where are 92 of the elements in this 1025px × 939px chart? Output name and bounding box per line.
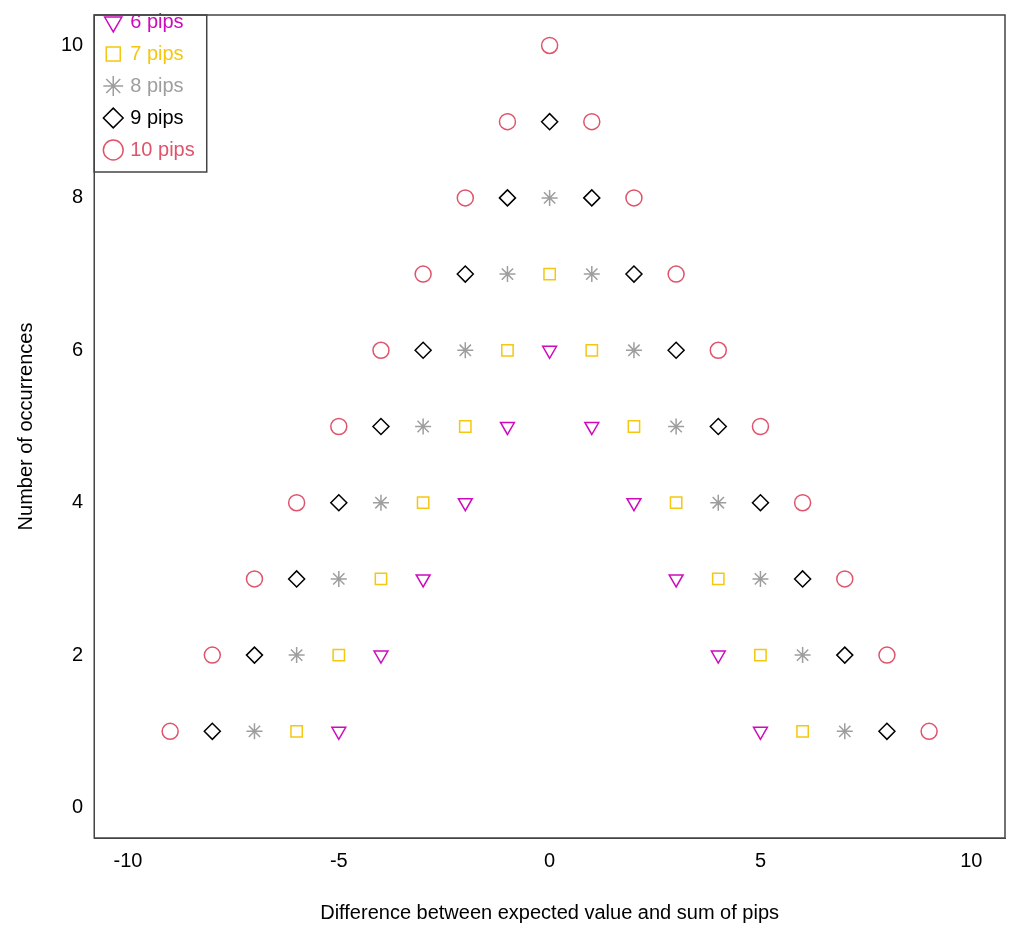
- legend-label: 8 pips: [130, 73, 184, 96]
- point: [416, 496, 430, 510]
- legend-label: 6 pips: [130, 9, 184, 32]
- point: [540, 112, 559, 131]
- point: [752, 726, 769, 741]
- point: [583, 265, 601, 283]
- point: [498, 265, 517, 283]
- point: [836, 646, 854, 664]
- point: [667, 341, 685, 360]
- point: [584, 421, 600, 436]
- point: [374, 572, 388, 586]
- point: [583, 189, 601, 207]
- point: [499, 421, 516, 436]
- point: [540, 36, 559, 55]
- y-tick-label: 8: [72, 185, 84, 208]
- point: [711, 572, 725, 586]
- point: [793, 493, 812, 512]
- point: [331, 726, 347, 741]
- point: [709, 493, 728, 512]
- point: [754, 648, 767, 662]
- point: [626, 497, 642, 512]
- point: [583, 112, 601, 131]
- x-tick-label: 10: [960, 848, 983, 871]
- point: [458, 420, 472, 433]
- point: [627, 420, 641, 433]
- point: [751, 493, 770, 512]
- point: [287, 646, 306, 664]
- y-tick-label: 6: [72, 337, 84, 360]
- point: [330, 493, 348, 512]
- point: [245, 570, 264, 588]
- point: [585, 343, 599, 357]
- point: [710, 650, 726, 664]
- point: [414, 341, 432, 360]
- point: [836, 722, 854, 741]
- point: [372, 493, 390, 512]
- point: [372, 341, 390, 360]
- point: [543, 267, 557, 281]
- point: [667, 417, 685, 436]
- point: [330, 570, 348, 588]
- point: [414, 417, 432, 436]
- point: [669, 496, 683, 510]
- point: [245, 722, 264, 741]
- point: [920, 722, 938, 741]
- point: [287, 570, 306, 588]
- x-tick-label: -5: [329, 848, 348, 871]
- point: [709, 417, 728, 436]
- point: [456, 265, 475, 283]
- point: [456, 189, 475, 207]
- legend-label: 7 pips: [130, 41, 184, 64]
- point: [414, 265, 432, 283]
- point: [498, 189, 517, 207]
- point: [498, 112, 517, 131]
- point: [203, 722, 222, 741]
- x-axis-title: Difference between expected value and sum of pips: [320, 900, 780, 923]
- y-tick-label: 0: [72, 795, 84, 818]
- point: [540, 189, 559, 207]
- x-tick-label: -10: [113, 848, 143, 871]
- x-tick-label: 5: [754, 848, 767, 871]
- point: [332, 648, 346, 662]
- y-tick-label: 10: [61, 33, 84, 55]
- point: [667, 265, 685, 283]
- point: [245, 646, 264, 664]
- point: [668, 574, 684, 588]
- point: [793, 570, 812, 588]
- y-tick-label: 2: [72, 642, 84, 665]
- point: [796, 724, 810, 738]
- point: [878, 646, 896, 664]
- point: [457, 497, 473, 512]
- point: [415, 574, 431, 588]
- point: [625, 341, 643, 360]
- point: [709, 341, 728, 360]
- point: [751, 417, 770, 436]
- point: [793, 646, 812, 664]
- point: [161, 722, 179, 741]
- point: [330, 417, 348, 436]
- legend-label: 9 pips: [130, 105, 184, 128]
- y-tick-label: 4: [72, 490, 84, 513]
- point: [625, 265, 643, 283]
- x-tick-label: 0: [544, 848, 556, 871]
- point: [287, 493, 306, 512]
- point: [501, 343, 514, 357]
- point: [373, 650, 389, 664]
- point: [290, 724, 304, 738]
- y-axis-title: Number of occurrences: [13, 322, 36, 531]
- point: [372, 417, 390, 436]
- legend-label: 10 pips: [130, 137, 195, 160]
- point: [878, 722, 896, 741]
- point: [751, 570, 770, 588]
- point: [836, 570, 854, 588]
- point: [203, 646, 222, 664]
- point: [456, 341, 475, 360]
- point: [625, 189, 643, 207]
